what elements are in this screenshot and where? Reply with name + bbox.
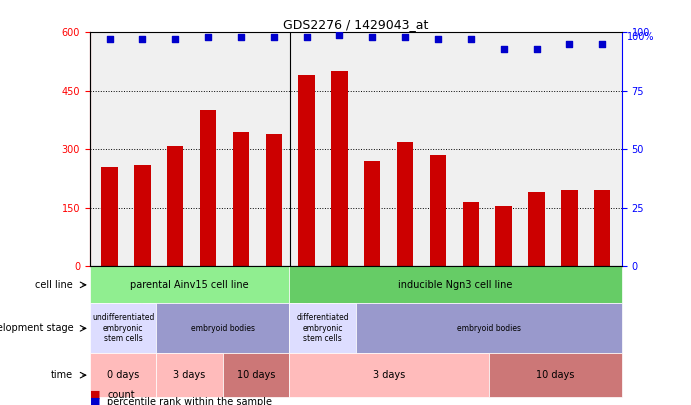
FancyBboxPatch shape	[90, 303, 156, 354]
Point	[433, 36, 444, 43]
Text: inducible Ngn3 cell line: inducible Ngn3 cell line	[399, 280, 513, 290]
Text: 10 days: 10 days	[536, 370, 575, 380]
Point	[137, 36, 148, 43]
Bar	[594, 190, 610, 266]
Point	[104, 36, 115, 43]
Text: embryoid bodies: embryoid bodies	[457, 324, 521, 333]
Text: embryoid bodies: embryoid bodies	[191, 324, 255, 333]
Text: parental Ainv15 cell line: parental Ainv15 cell line	[131, 280, 249, 290]
Point	[465, 36, 476, 43]
FancyBboxPatch shape	[156, 354, 223, 397]
Text: time: time	[51, 370, 73, 380]
Bar	[561, 190, 578, 266]
Point	[367, 34, 378, 40]
Text: count: count	[107, 390, 135, 400]
Text: 0 days: 0 days	[107, 370, 139, 380]
Bar	[364, 161, 381, 266]
Point	[268, 34, 279, 40]
Bar	[265, 134, 282, 266]
Point	[301, 34, 312, 40]
Text: 3 days: 3 days	[373, 370, 405, 380]
Text: 3 days: 3 days	[173, 370, 206, 380]
Text: undifferentiated
embryonic
stem cells: undifferentiated embryonic stem cells	[92, 313, 154, 343]
Bar	[529, 192, 545, 266]
Bar	[134, 165, 151, 266]
FancyBboxPatch shape	[156, 303, 290, 354]
Point	[334, 32, 345, 38]
Text: 100%: 100%	[627, 32, 654, 43]
Text: ■: ■	[90, 397, 100, 405]
Text: differentiated
embryonic
stem cells: differentiated embryonic stem cells	[296, 313, 349, 343]
Bar	[462, 202, 479, 266]
Bar	[167, 145, 183, 266]
Text: development stage: development stage	[0, 323, 73, 333]
Bar	[397, 142, 413, 266]
Bar	[430, 155, 446, 266]
Point	[202, 34, 214, 40]
Point	[564, 41, 575, 47]
Title: GDS2276 / 1429043_at: GDS2276 / 1429043_at	[283, 18, 428, 31]
FancyBboxPatch shape	[356, 303, 622, 354]
FancyBboxPatch shape	[290, 266, 622, 303]
Bar	[102, 167, 117, 266]
FancyBboxPatch shape	[223, 354, 290, 397]
Bar	[331, 71, 348, 266]
Bar	[495, 206, 512, 266]
Point	[399, 34, 410, 40]
Bar	[299, 75, 315, 266]
FancyBboxPatch shape	[290, 354, 489, 397]
Point	[531, 45, 542, 52]
Bar	[200, 111, 216, 266]
Text: percentile rank within the sample: percentile rank within the sample	[107, 397, 272, 405]
Text: 10 days: 10 days	[237, 370, 275, 380]
Bar	[233, 132, 249, 266]
Point	[596, 41, 607, 47]
FancyBboxPatch shape	[90, 266, 290, 303]
FancyBboxPatch shape	[290, 303, 356, 354]
Point	[236, 34, 247, 40]
Text: cell line: cell line	[35, 280, 73, 290]
FancyBboxPatch shape	[489, 354, 622, 397]
FancyBboxPatch shape	[90, 354, 156, 397]
Text: ■: ■	[90, 390, 100, 400]
Point	[498, 45, 509, 52]
Point	[170, 36, 181, 43]
